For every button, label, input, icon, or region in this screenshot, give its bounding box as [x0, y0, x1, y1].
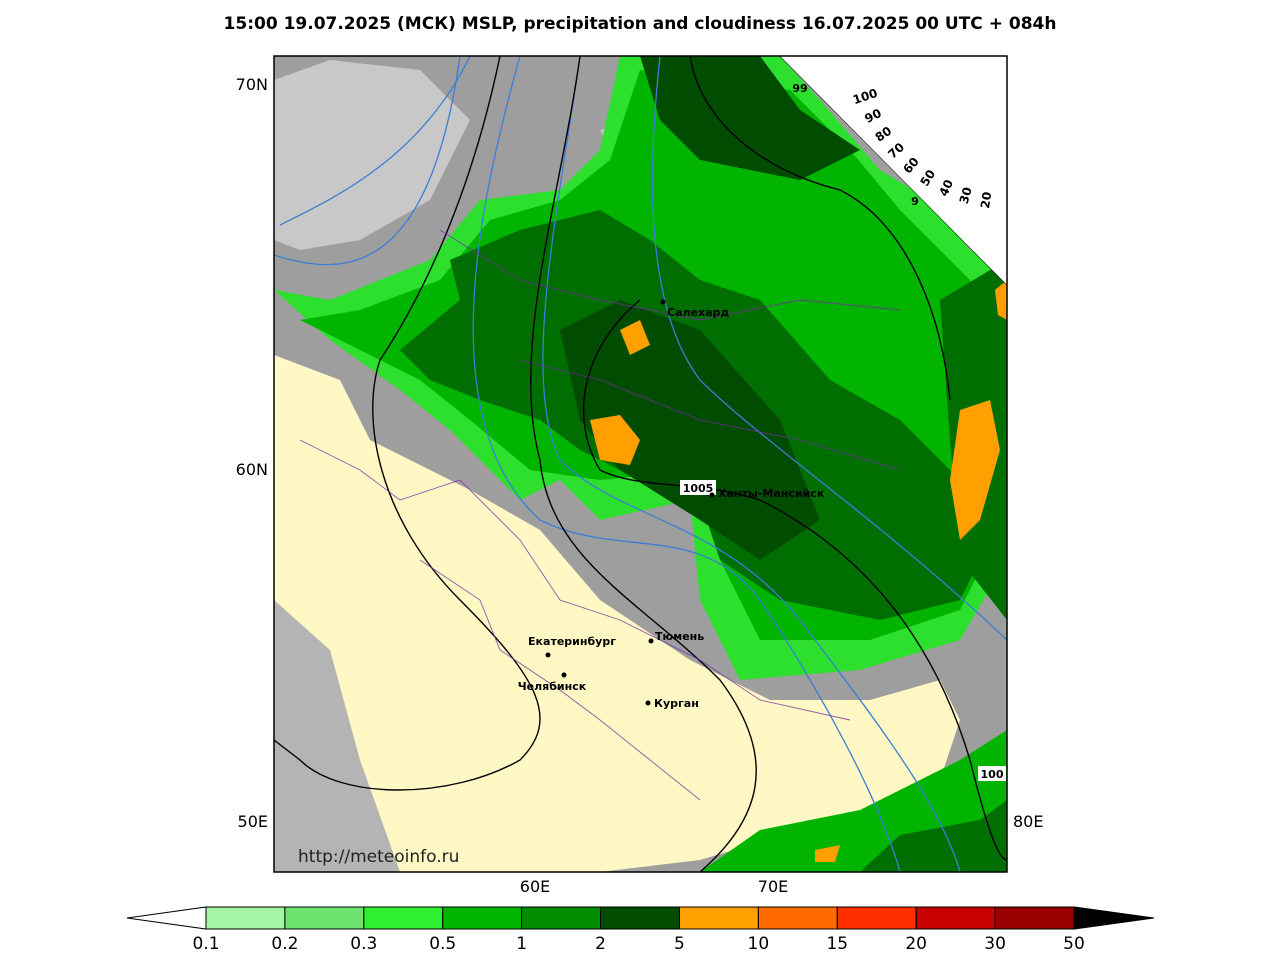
cloud-scale-label: 60	[900, 155, 921, 177]
legend-box	[363, 906, 444, 930]
cloud-scale-label: 50	[917, 167, 938, 189]
legend-label: 5	[674, 934, 685, 954]
cities: Салехард Ханты-Мансийск Екатеринбург Тюмень…	[518, 299, 825, 710]
city-label: Тюмень	[655, 630, 704, 643]
lon-label: 70E	[758, 877, 788, 896]
cloud-wedge	[888, 96, 936, 137]
legend-label: 30	[984, 934, 1006, 954]
legend-label: 20	[905, 934, 927, 954]
cloud-wedge	[873, 72, 923, 103]
city-dot	[561, 672, 567, 678]
city-label: Ханты-Мансийск	[718, 487, 825, 500]
cloud-scale-label: 100	[851, 86, 879, 107]
legend-box	[994, 906, 1075, 930]
cloud-wedge	[879, 85, 928, 121]
city-label: Салехард	[667, 306, 729, 319]
isobar-label: 99	[792, 82, 807, 95]
lat-label: 60N	[236, 460, 268, 479]
legend-under	[126, 906, 207, 930]
city-label: Курган	[654, 697, 699, 710]
legend-box	[442, 906, 523, 930]
legend-label: 50	[1063, 934, 1085, 954]
city-dot	[709, 492, 715, 498]
city-dot	[648, 638, 654, 644]
legend-box	[205, 906, 286, 930]
legend-over	[1073, 906, 1155, 930]
isobar-label: 9	[911, 195, 919, 208]
legend-label: 0.3	[350, 934, 377, 954]
legend-box	[678, 906, 759, 930]
lon-label: 60E	[520, 877, 550, 896]
cloud-scale-label: 40	[936, 177, 956, 198]
url: http://meteoinfo.ru	[298, 847, 459, 867]
isobar-label: 100	[981, 768, 1004, 781]
cloud-scale-label: 80	[873, 124, 895, 145]
city-label: Екатеринбург	[528, 635, 616, 648]
cloud-scale-label: 20	[978, 191, 994, 210]
legend-label: 2	[595, 934, 606, 954]
cloud-scale-label: 70	[885, 140, 907, 162]
legend-label: 10	[748, 934, 770, 954]
legend-label: 0.1	[192, 934, 219, 954]
legend-label: 1	[516, 934, 527, 954]
legend-box	[915, 906, 996, 930]
cloud-wedge	[926, 125, 965, 174]
cloud-wedge	[960, 138, 990, 187]
legend-label: 0.2	[271, 934, 298, 954]
city-dot	[645, 700, 651, 706]
legend-label: 0.5	[429, 934, 456, 954]
cloud-scale-label: 90	[863, 106, 884, 126]
cloud-wedge	[942, 133, 977, 182]
legend: 0.1 0.2 0.3 0.5 1 2 5 10 15 20 30 50	[126, 906, 1155, 954]
lon-label: 80E	[1013, 812, 1043, 831]
legend-box	[284, 906, 365, 930]
city-dot	[545, 652, 551, 658]
legend-box	[600, 906, 680, 930]
cloud-wedge	[978, 142, 1003, 190]
city-dot	[660, 299, 666, 305]
city-label: Челябинск	[518, 680, 587, 693]
legend-box	[757, 906, 838, 930]
lat-label: 70N	[236, 75, 268, 94]
title: 15:00 19.07.2025 (МСК) MSLP, precipitati…	[224, 14, 1057, 34]
cloud-scale-label: 30	[957, 185, 975, 205]
legend-box	[836, 906, 917, 930]
legend-box	[521, 906, 602, 930]
map	[274, 56, 1007, 872]
map-frame	[273, 55, 1008, 873]
legend-label: 15	[826, 934, 848, 954]
cloud-wedge	[911, 117, 955, 164]
isobar-label: 1005	[683, 482, 714, 495]
lon-label: 50E	[238, 812, 268, 831]
cloud-wedge	[898, 107, 945, 151]
